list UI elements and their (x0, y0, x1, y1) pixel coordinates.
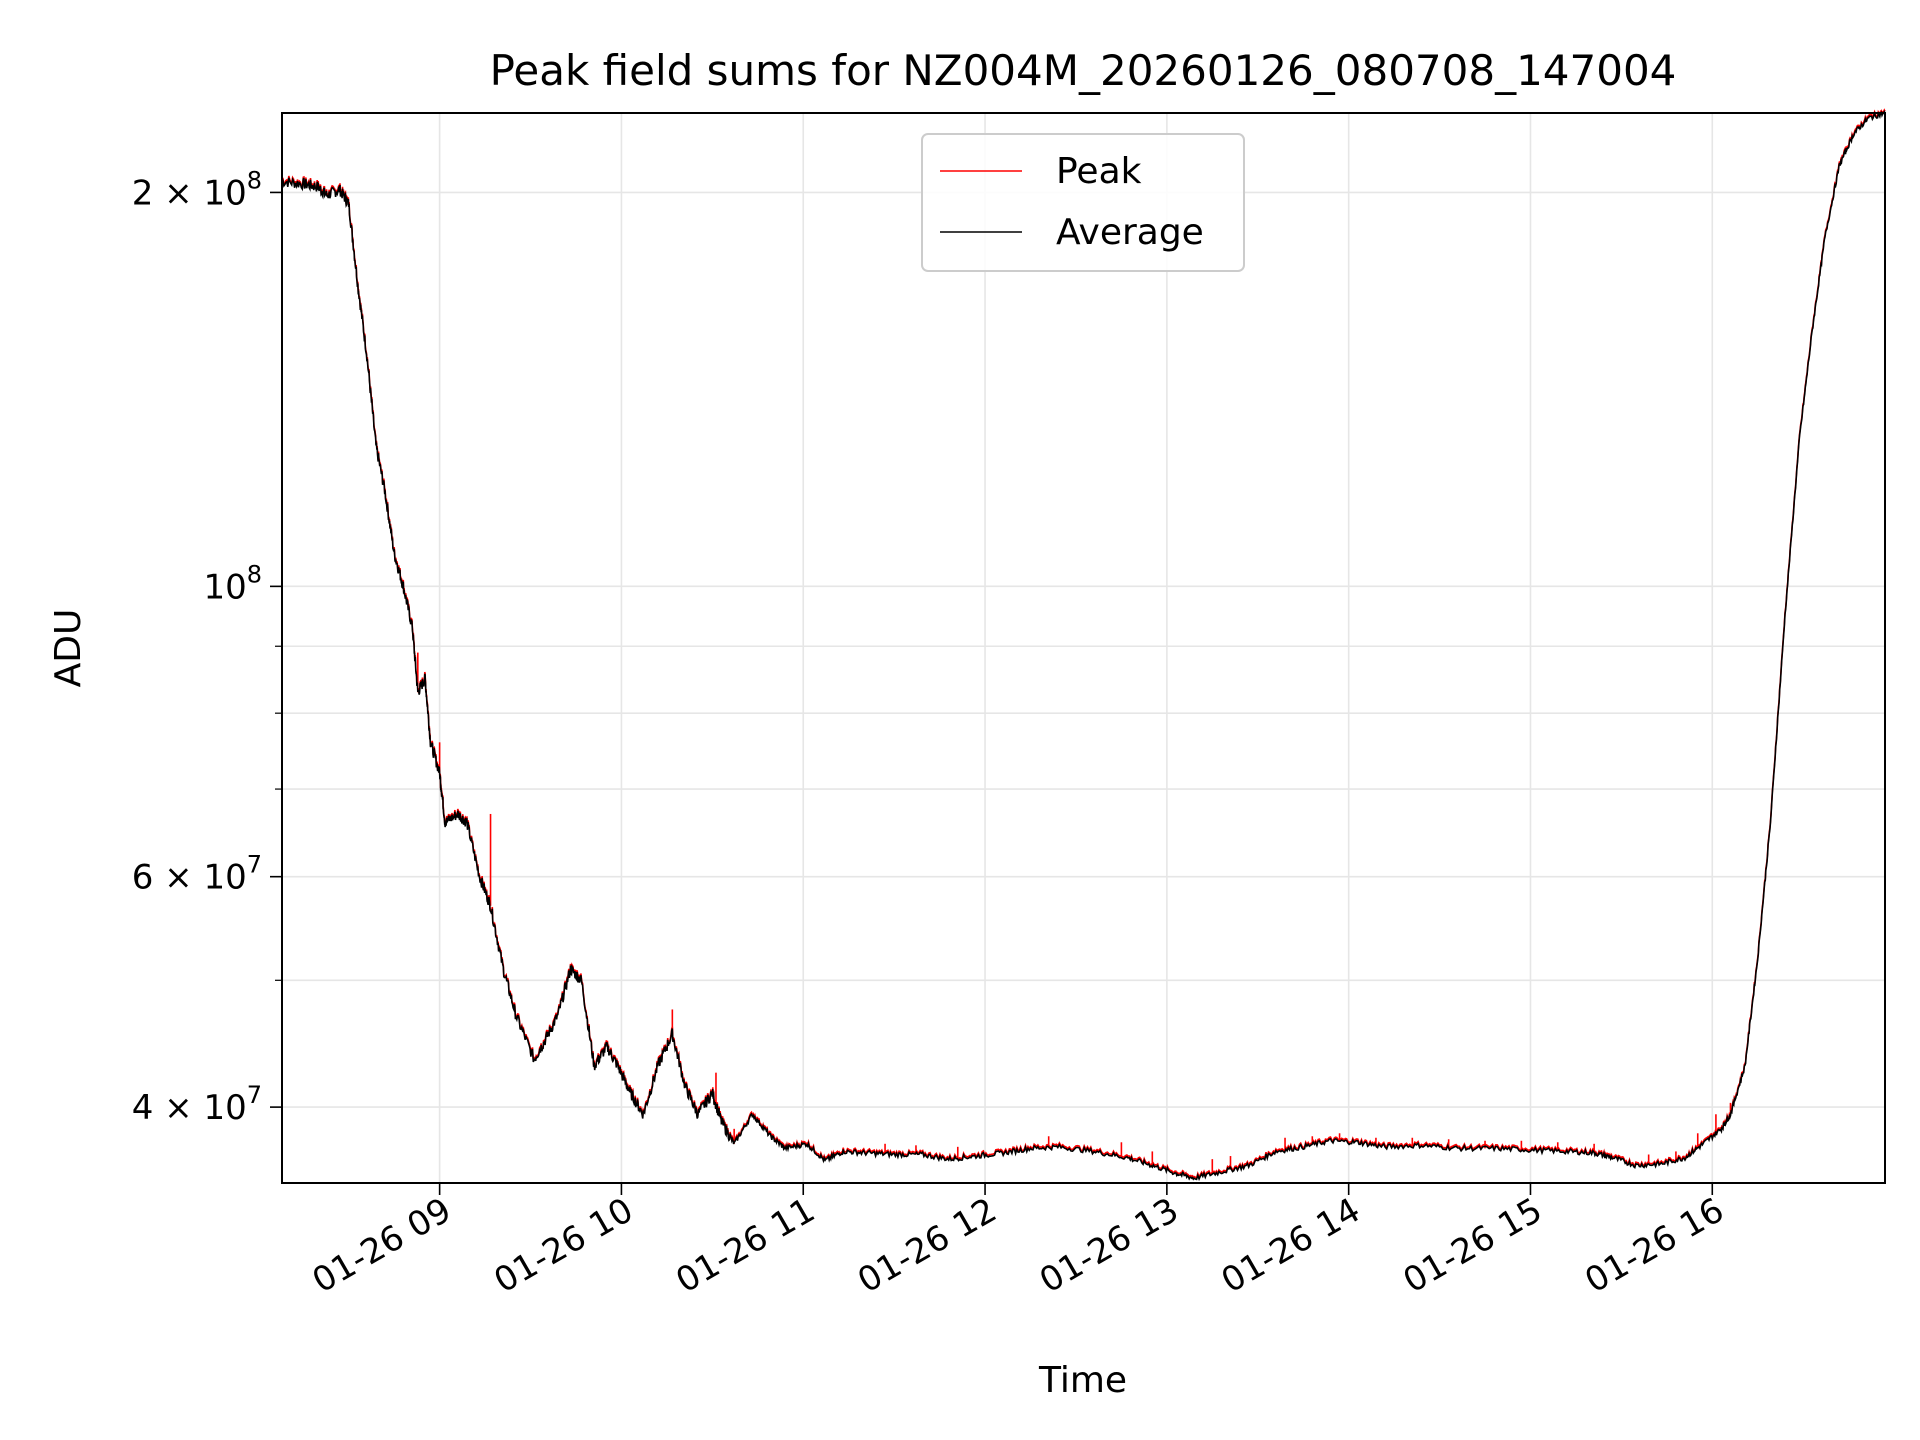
y-tick-label: 2 × 108 (132, 166, 262, 213)
legend-average-label: Average (1056, 212, 1204, 253)
series-layer (281, 108, 1886, 1182)
legend-box (921, 133, 1245, 272)
chart-title: Peak field sums for NZ004M_20260126_0807… (490, 46, 1677, 95)
y-tick-label: 6 × 107 (132, 851, 262, 898)
y-tick-label: 108 (203, 560, 262, 607)
y-axis-label: ADU (48, 609, 89, 688)
legend-peak-label: Peak (1056, 151, 1142, 192)
grid (282, 113, 1885, 1183)
legend: Peak Average (921, 133, 1245, 272)
plot-frame (281, 112, 1886, 1184)
average-line (281, 109, 1886, 1182)
x-axis-label: Time (1038, 1360, 1127, 1401)
y-tick-label: 4 × 107 (132, 1081, 262, 1128)
